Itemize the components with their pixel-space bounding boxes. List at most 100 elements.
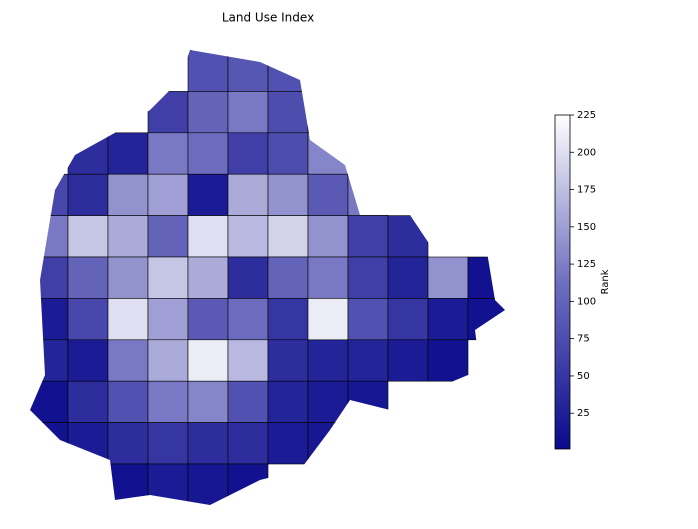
region — [147, 298, 189, 341]
region — [307, 256, 349, 299]
region — [427, 339, 469, 382]
region — [267, 339, 309, 382]
region — [187, 256, 229, 299]
region — [227, 422, 269, 465]
region — [147, 173, 189, 216]
region — [30, 298, 69, 341]
region — [30, 173, 69, 216]
colorbar-tick-label: 50 — [577, 371, 590, 382]
region — [307, 380, 349, 423]
region — [187, 422, 229, 465]
region — [427, 298, 469, 341]
region — [227, 91, 269, 134]
region — [187, 50, 229, 92]
region — [347, 380, 389, 423]
region — [107, 422, 149, 465]
region — [67, 422, 109, 465]
region — [107, 215, 149, 258]
colorbar-tick-label: 100 — [577, 296, 596, 307]
region — [107, 132, 149, 175]
region — [107, 298, 149, 341]
region — [147, 463, 189, 505]
region — [107, 173, 149, 216]
region — [267, 256, 309, 299]
region — [267, 422, 309, 465]
region — [147, 215, 189, 258]
region — [227, 132, 269, 175]
region — [387, 298, 429, 341]
colorbar-tick-label: 225 — [577, 110, 596, 121]
region — [347, 132, 389, 175]
region — [267, 298, 309, 341]
region — [67, 298, 109, 341]
region — [267, 50, 309, 92]
region — [147, 91, 189, 134]
colorbar-tick-label: 150 — [577, 222, 596, 233]
region — [307, 422, 349, 465]
region — [227, 380, 269, 423]
region — [267, 215, 309, 258]
region — [147, 132, 189, 175]
region — [307, 215, 349, 258]
region — [30, 256, 69, 299]
region — [67, 380, 109, 423]
colorbar-tick-label: 125 — [577, 259, 596, 270]
region — [147, 256, 189, 299]
region — [227, 256, 269, 299]
region — [227, 173, 269, 216]
region — [347, 215, 389, 258]
region — [67, 256, 109, 299]
region — [267, 132, 309, 175]
region — [307, 173, 349, 216]
region — [30, 215, 69, 258]
region — [427, 256, 469, 299]
colorbar-label: Rank — [600, 269, 611, 294]
region — [187, 339, 229, 382]
region — [467, 298, 505, 341]
colorbar — [554, 114, 571, 450]
region — [187, 215, 229, 258]
region — [147, 422, 189, 465]
region — [67, 173, 109, 216]
colorbar-tick-label: 75 — [577, 334, 590, 345]
map — [30, 50, 505, 505]
region — [107, 463, 149, 505]
region — [30, 339, 69, 382]
region — [227, 298, 269, 341]
region — [227, 463, 269, 505]
region — [187, 463, 229, 505]
region — [227, 50, 269, 92]
colorbar-tick-label: 175 — [577, 185, 596, 196]
colorbar-tick-label: 200 — [577, 147, 596, 158]
region — [107, 380, 149, 423]
region — [30, 422, 69, 465]
region — [107, 339, 149, 382]
region — [387, 339, 429, 382]
region — [67, 339, 109, 382]
region — [307, 298, 349, 341]
region — [267, 380, 309, 423]
region — [107, 256, 149, 299]
region — [347, 339, 389, 382]
colorbar-tick-label: 25 — [577, 408, 590, 419]
region — [347, 298, 389, 341]
region — [187, 298, 229, 341]
region — [67, 132, 109, 175]
region — [467, 256, 505, 299]
chart-title: Land Use Index — [222, 11, 314, 25]
region — [30, 380, 69, 423]
region — [227, 339, 269, 382]
region — [147, 339, 189, 382]
region — [187, 173, 229, 216]
region — [347, 256, 389, 299]
region — [187, 132, 229, 175]
region — [147, 380, 189, 423]
region — [267, 91, 309, 134]
region — [187, 91, 229, 134]
region — [227, 215, 269, 258]
region — [387, 215, 429, 258]
region — [307, 132, 349, 175]
region — [267, 173, 309, 216]
region — [187, 380, 229, 423]
